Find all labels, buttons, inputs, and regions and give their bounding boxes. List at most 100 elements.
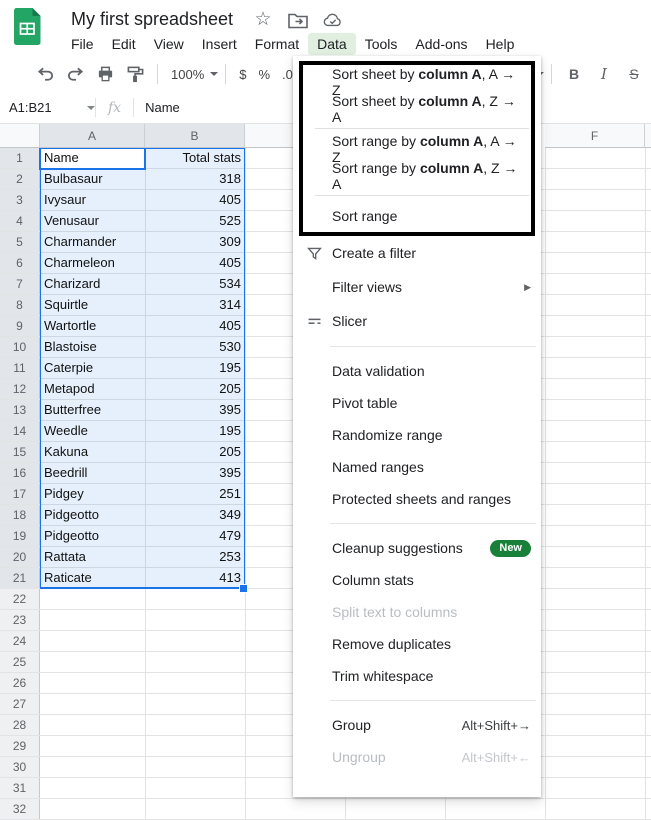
cell-b5[interactable]: 309: [219, 234, 241, 249]
cell-b7[interactable]: 534: [219, 276, 241, 291]
row-header-5[interactable]: 5: [0, 232, 40, 252]
menu-item-group[interactable]: Group Alt+Shift+→: [293, 709, 541, 741]
cell-a15[interactable]: Kakuna: [44, 444, 89, 459]
row-header-8[interactable]: 8: [0, 295, 40, 315]
row-header-21[interactable]: 21: [0, 568, 40, 588]
cell-a7[interactable]: Charizard: [44, 276, 101, 291]
cell-b19[interactable]: 479: [219, 528, 241, 543]
decrease-decimal-button[interactable]: .0: [282, 66, 293, 82]
row-header-16[interactable]: 16: [0, 463, 40, 483]
cell-b2[interactable]: 318: [219, 171, 241, 186]
cell-b1[interactable]: Total stats: [182, 150, 241, 165]
menu-item-filter-views[interactable]: Filter views ▶: [293, 270, 541, 304]
move-folder-icon[interactable]: [288, 10, 308, 30]
cell-b17[interactable]: 251: [219, 486, 241, 501]
menu-item-sort-sheet-by-column-a-a-z[interactable]: Sort sheet by column A, A → Z: [303, 66, 531, 98]
cell-b9[interactable]: 405: [219, 318, 241, 333]
row-header-27[interactable]: 27: [0, 694, 40, 714]
row-header-17[interactable]: 17: [0, 484, 40, 504]
cell-a21[interactable]: Raticate: [44, 570, 92, 585]
document-title[interactable]: My first spreadsheet: [71, 9, 234, 29]
menu-item-sort-range-by-column-a-a-z[interactable]: Sort range by column A, A → Z: [303, 133, 531, 165]
cell-a17[interactable]: Pidgey: [44, 486, 84, 501]
column-header-a[interactable]: A: [40, 124, 145, 148]
cell-a8[interactable]: Squirtle: [44, 297, 89, 312]
menu-item-sort-range-by-column-a-z-a[interactable]: Sort range by column A, Z → A: [303, 160, 531, 192]
row-header-28[interactable]: 28: [0, 715, 40, 735]
cell-a16[interactable]: Beedrill: [44, 465, 88, 480]
cell-b12[interactable]: 205: [219, 381, 241, 396]
menu-addons[interactable]: Add-ons: [415, 36, 468, 52]
cloud-check-icon[interactable]: [323, 10, 343, 30]
row-header-10[interactable]: 10: [0, 337, 40, 357]
menu-item-sort-sheet-by-column-a-z-a[interactable]: Sort sheet by column A, Z → A: [303, 93, 531, 125]
cell-b10[interactable]: 530: [219, 339, 241, 354]
format-currency-button[interactable]: $: [239, 66, 247, 82]
formula-input[interactable]: Name: [145, 100, 180, 115]
menu-item-column-stats[interactable]: Column stats: [293, 564, 541, 596]
cell-a10[interactable]: Blastoise: [44, 339, 97, 354]
menu-item-randomize-range[interactable]: Randomize range: [293, 419, 541, 451]
cell-a4[interactable]: Venusaur: [44, 213, 99, 228]
row-header-32[interactable]: 32: [0, 799, 40, 819]
zoom-select[interactable]: 100%: [171, 66, 205, 82]
menu-item-slicer[interactable]: Slicer: [293, 304, 541, 338]
menu-item-protected-sheets-and-ranges[interactable]: Protected sheets and ranges: [293, 483, 541, 515]
cell-b11[interactable]: 195: [219, 360, 241, 375]
cell-b21[interactable]: 413: [219, 570, 241, 585]
cell-b18[interactable]: 349: [219, 507, 241, 522]
cell-b8[interactable]: 314: [219, 297, 241, 312]
row-header-30[interactable]: 30: [0, 757, 40, 777]
chevron-down-icon[interactable]: [87, 105, 95, 110]
fill-handle[interactable]: [239, 584, 248, 593]
menu-format[interactable]: Format: [254, 36, 300, 52]
row-header-13[interactable]: 13: [0, 400, 40, 420]
cell-a5[interactable]: Charmander: [44, 234, 117, 249]
row-header-11[interactable]: 11: [0, 358, 40, 378]
row-header-24[interactable]: 24: [0, 631, 40, 651]
row-header-19[interactable]: 19: [0, 526, 40, 546]
name-box[interactable]: A1:B21: [0, 100, 95, 115]
cell-b6[interactable]: 405: [219, 255, 241, 270]
menu-item-named-ranges[interactable]: Named ranges: [293, 451, 541, 483]
menu-item-remove-duplicates[interactable]: Remove duplicates: [293, 628, 541, 660]
menu-item-data-validation[interactable]: Data validation: [293, 355, 541, 387]
cell-a14[interactable]: Weedle: [44, 423, 88, 438]
column-header-f[interactable]: F: [545, 124, 645, 148]
cell-a18[interactable]: Pidgeotto: [44, 507, 99, 522]
row-header-9[interactable]: 9: [0, 316, 40, 336]
cell-a12[interactable]: Metapod: [44, 381, 95, 396]
strikethrough-button[interactable]: S: [629, 66, 639, 82]
menu-help[interactable]: Help: [485, 36, 515, 52]
cell-b14[interactable]: 195: [219, 423, 241, 438]
cell-a3[interactable]: Ivysaur: [44, 192, 86, 207]
cell-a13[interactable]: Butterfree: [44, 402, 102, 417]
menu-item-create-a-filter[interactable]: Create a filter: [293, 236, 541, 270]
row-header-23[interactable]: 23: [0, 610, 40, 630]
cell-a11[interactable]: Caterpie: [44, 360, 94, 375]
row-header-18[interactable]: 18: [0, 505, 40, 525]
undo-icon[interactable]: [32, 61, 58, 87]
row-header-29[interactable]: 29: [0, 736, 40, 756]
menu-tools[interactable]: Tools: [364, 36, 398, 52]
cell-b20[interactable]: 253: [219, 549, 241, 564]
sheets-logo-icon[interactable]: [14, 8, 41, 50]
row-header-12[interactable]: 12: [0, 379, 40, 399]
cell-b3[interactable]: 405: [219, 192, 241, 207]
cell-a19[interactable]: Pidgeotto: [44, 528, 99, 543]
cell-b4[interactable]: 525: [219, 213, 241, 228]
menu-item-trim-whitespace[interactable]: Trim whitespace: [293, 660, 541, 692]
row-header-26[interactable]: 26: [0, 673, 40, 693]
cell-a20[interactable]: Rattata: [44, 549, 86, 564]
menu-data[interactable]: Data: [308, 33, 356, 55]
chevron-down-icon[interactable]: [210, 72, 219, 76]
row-header-25[interactable]: 25: [0, 652, 40, 672]
italic-button[interactable]: I: [601, 65, 607, 83]
row-header-6[interactable]: 6: [0, 253, 40, 273]
row-header-14[interactable]: 14: [0, 421, 40, 441]
format-percent-button[interactable]: %: [258, 66, 271, 82]
menu-item-sort-range[interactable]: Sort range: [303, 202, 531, 229]
row-header-20[interactable]: 20: [0, 547, 40, 567]
row-header-1[interactable]: 1: [0, 148, 40, 168]
column-header-b[interactable]: B: [145, 124, 245, 148]
